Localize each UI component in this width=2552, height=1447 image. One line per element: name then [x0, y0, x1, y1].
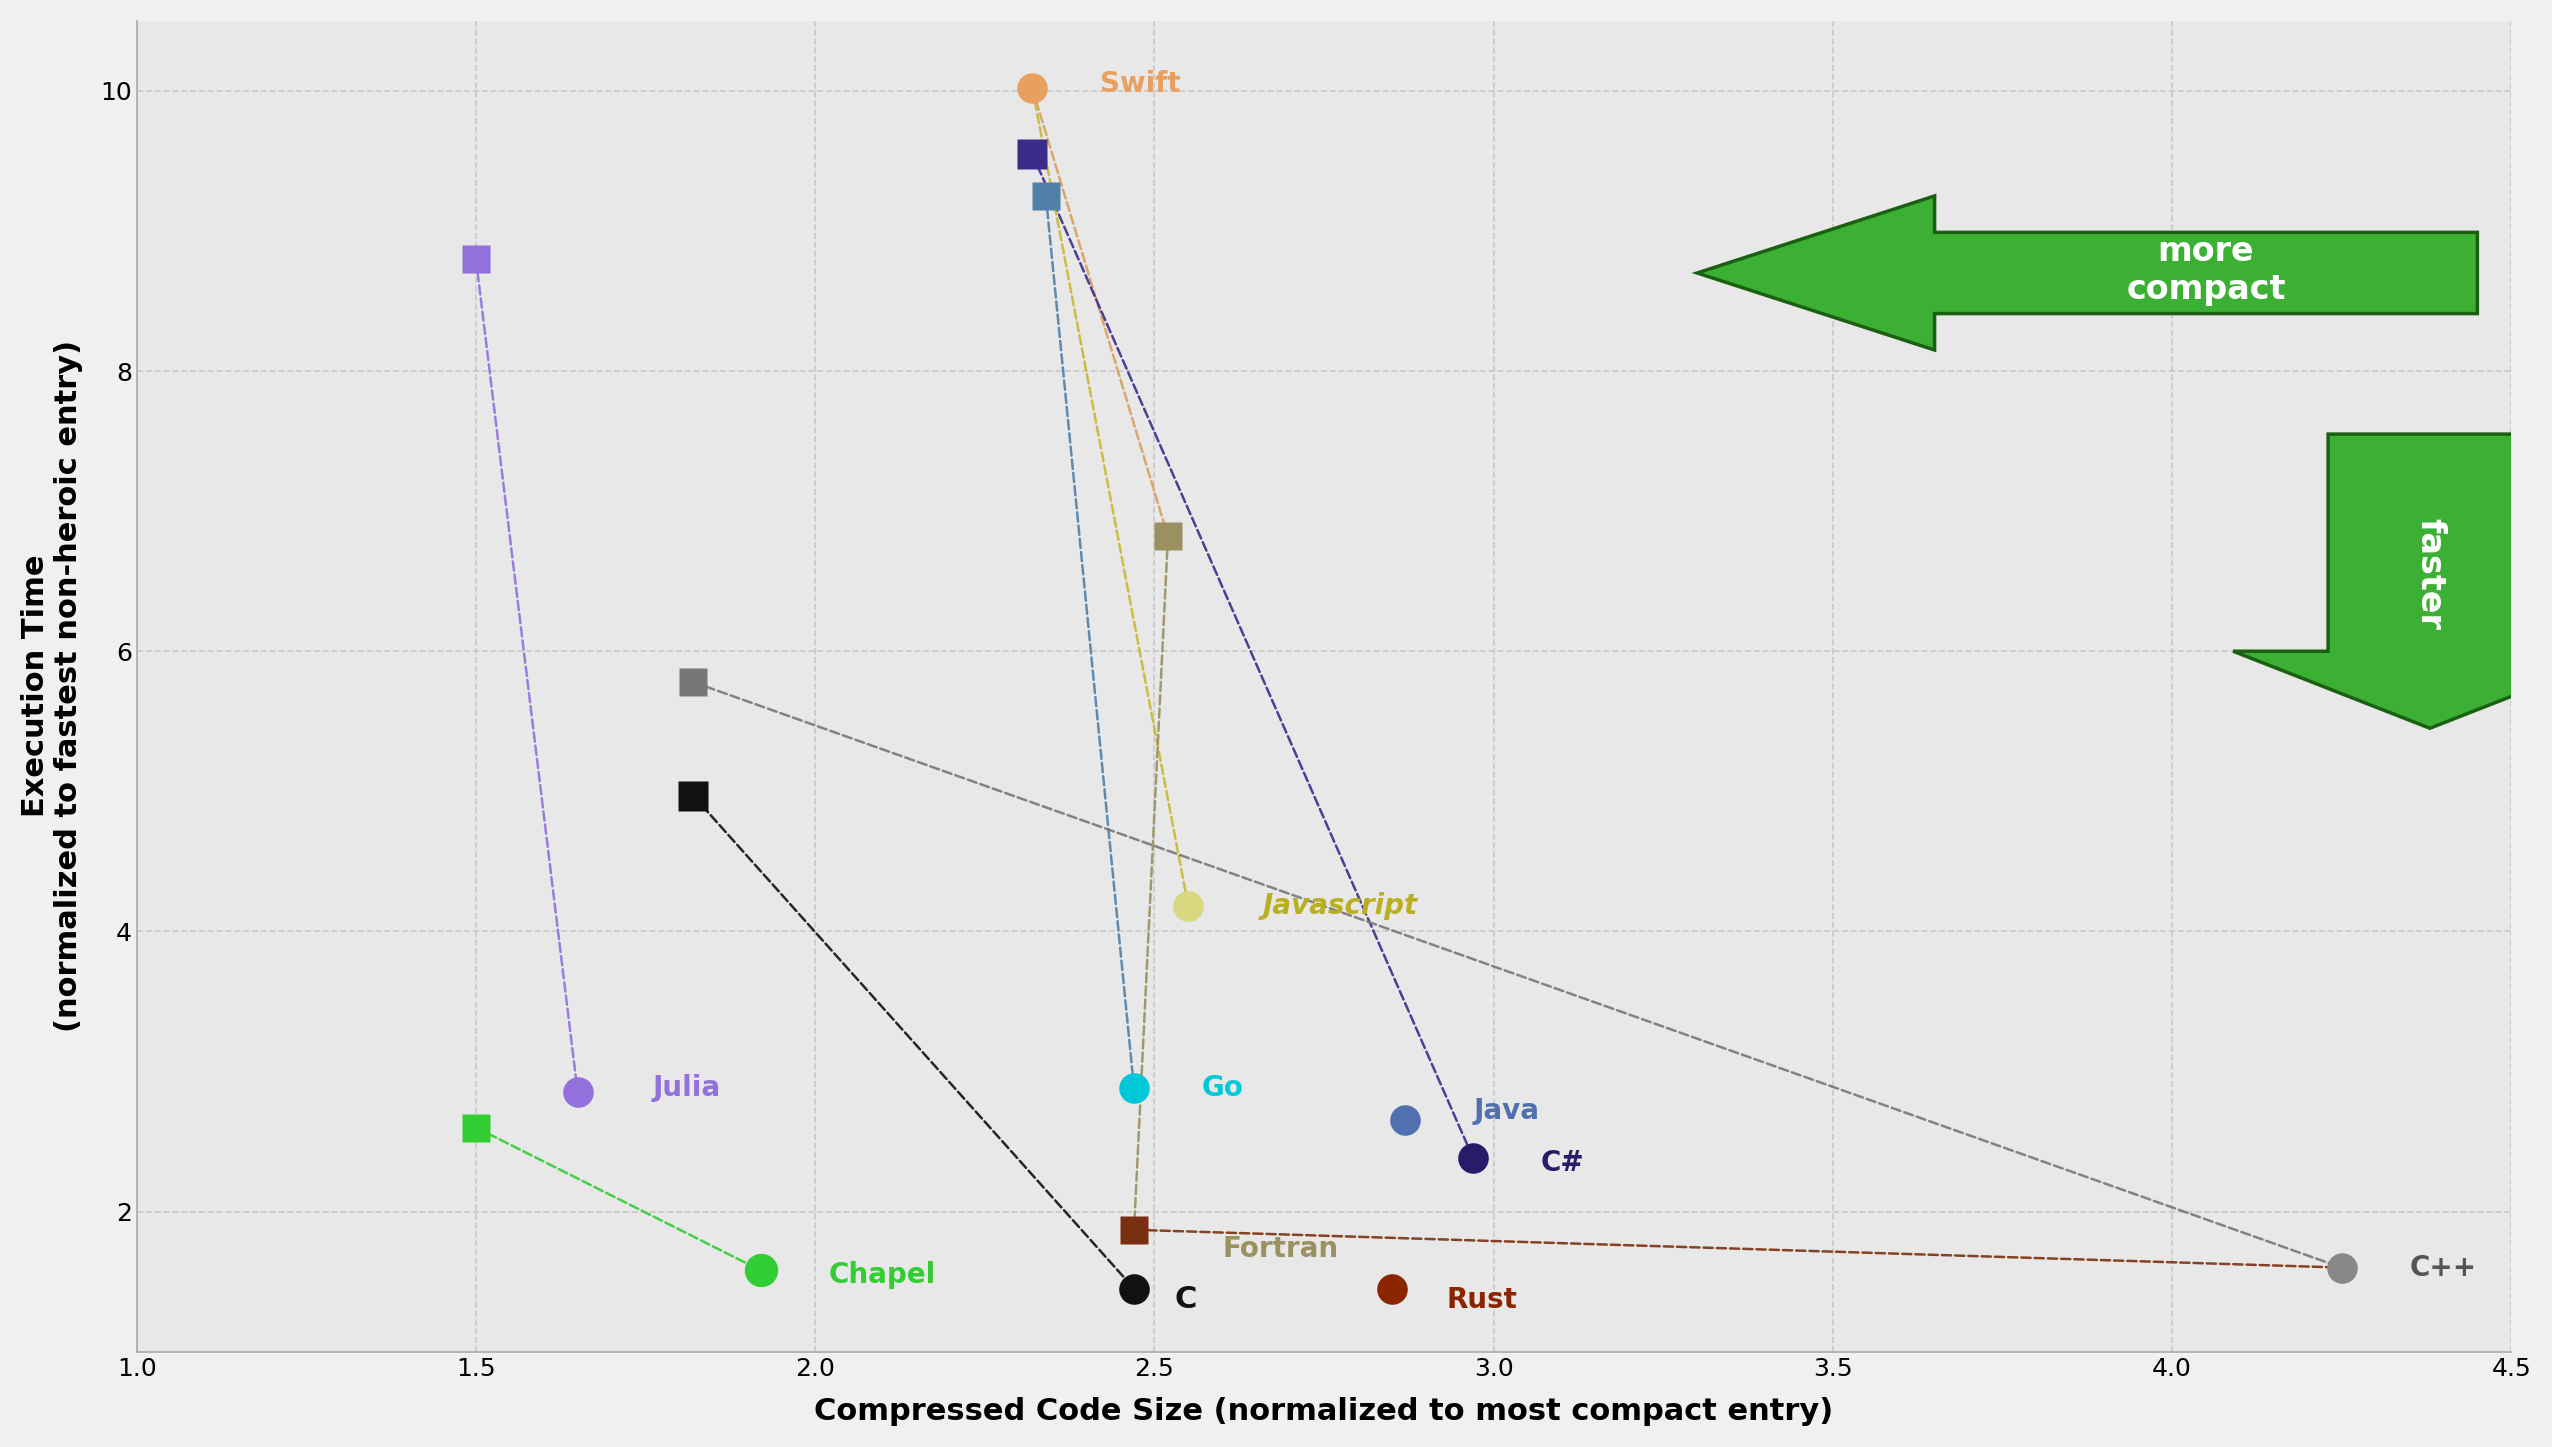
Text: Rust: Rust [1447, 1286, 1516, 1314]
Text: C: C [1174, 1285, 1197, 1314]
Text: more
compact: more compact [2126, 234, 2287, 305]
Text: Swift: Swift [1100, 69, 1182, 98]
Y-axis label: Execution Time
(normalized to fastest non-heroic entry): Execution Time (normalized to fastest no… [20, 340, 84, 1032]
Text: Chapel: Chapel [829, 1260, 937, 1289]
Text: C#: C# [1541, 1149, 1585, 1176]
FancyArrow shape [1697, 195, 2478, 350]
Text: Go: Go [1202, 1074, 1243, 1103]
Text: Fortran: Fortran [1222, 1236, 1337, 1263]
Text: Javascript: Javascript [1263, 893, 1419, 920]
Text: Julia: Julia [653, 1074, 720, 1103]
Text: C++: C++ [2409, 1253, 2475, 1282]
Text: Java: Java [1473, 1097, 1539, 1124]
Text: faster: faster [2414, 518, 2447, 629]
FancyArrow shape [2233, 434, 2552, 728]
X-axis label: Compressed Code Size (normalized to most compact entry): Compressed Code Size (normalized to most… [814, 1398, 1835, 1427]
